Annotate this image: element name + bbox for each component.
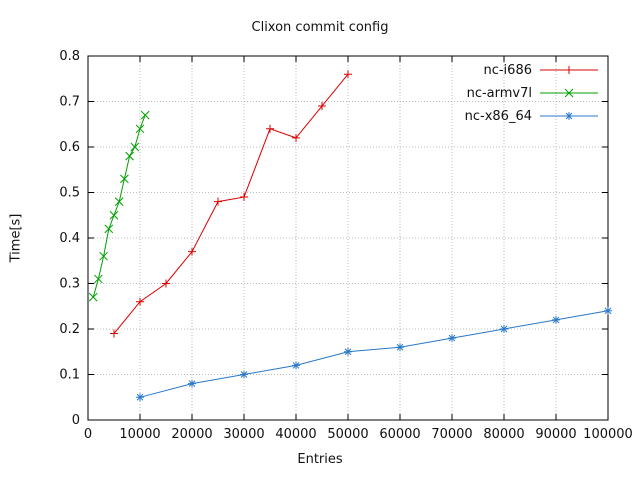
x-tick-label: 10000 [119, 427, 160, 442]
chart-title: Clixon commit config [251, 20, 389, 35]
legend-item-nc-x86_64: nc-x86_64 [465, 109, 598, 124]
x-tick-label: 50000 [327, 427, 368, 442]
x-tick-label: 70000 [431, 427, 472, 442]
legend-item-nc-i686: nc-i686 [483, 63, 598, 78]
tick-labels: 0 10000 20000 30000 40000 50000 60000 70000 8000… [59, 49, 633, 442]
x-tick-label: 100000 [583, 427, 633, 442]
y-tick-label: 0.4 [59, 231, 80, 246]
series [88, 70, 612, 402]
y-tick-label: 0.8 [59, 49, 80, 64]
series-nc-i686 [110, 70, 352, 338]
series-nc-armv7l [88, 110, 150, 302]
x-tick-label: 20000 [171, 427, 212, 442]
legend: nc-i686 nc-armv7l nc-x86_64 [465, 63, 598, 124]
x-tick-label: 90000 [535, 427, 576, 442]
legend-label: nc-i686 [483, 63, 532, 78]
series-nc-x86_64 [136, 306, 612, 402]
y-tick-label: 0.6 [59, 140, 80, 155]
legend-label: nc-x86_64 [465, 109, 532, 124]
legend-item-nc-armv7l: nc-armv7l [467, 86, 598, 101]
x-tick-label: 40000 [275, 427, 316, 442]
y-tick-label: 0.5 [59, 186, 80, 201]
x-tick-label: 60000 [379, 427, 420, 442]
legend-label: nc-armv7l [467, 86, 532, 101]
y-tick-label: 0.3 [59, 277, 80, 292]
x-axis-label: Entries [297, 452, 343, 467]
x-tick-label: 30000 [223, 427, 264, 442]
x-tick-label: 80000 [483, 427, 524, 442]
axes [87, 55, 609, 421]
y-tick-label: 0.7 [59, 95, 80, 110]
y-tick-label: 0.1 [59, 368, 80, 383]
x-tick-label: 0 [84, 427, 92, 442]
y-tick-label: 0 [72, 413, 80, 428]
gridlines [88, 56, 608, 420]
y-tick-label: 0.2 [59, 322, 80, 337]
